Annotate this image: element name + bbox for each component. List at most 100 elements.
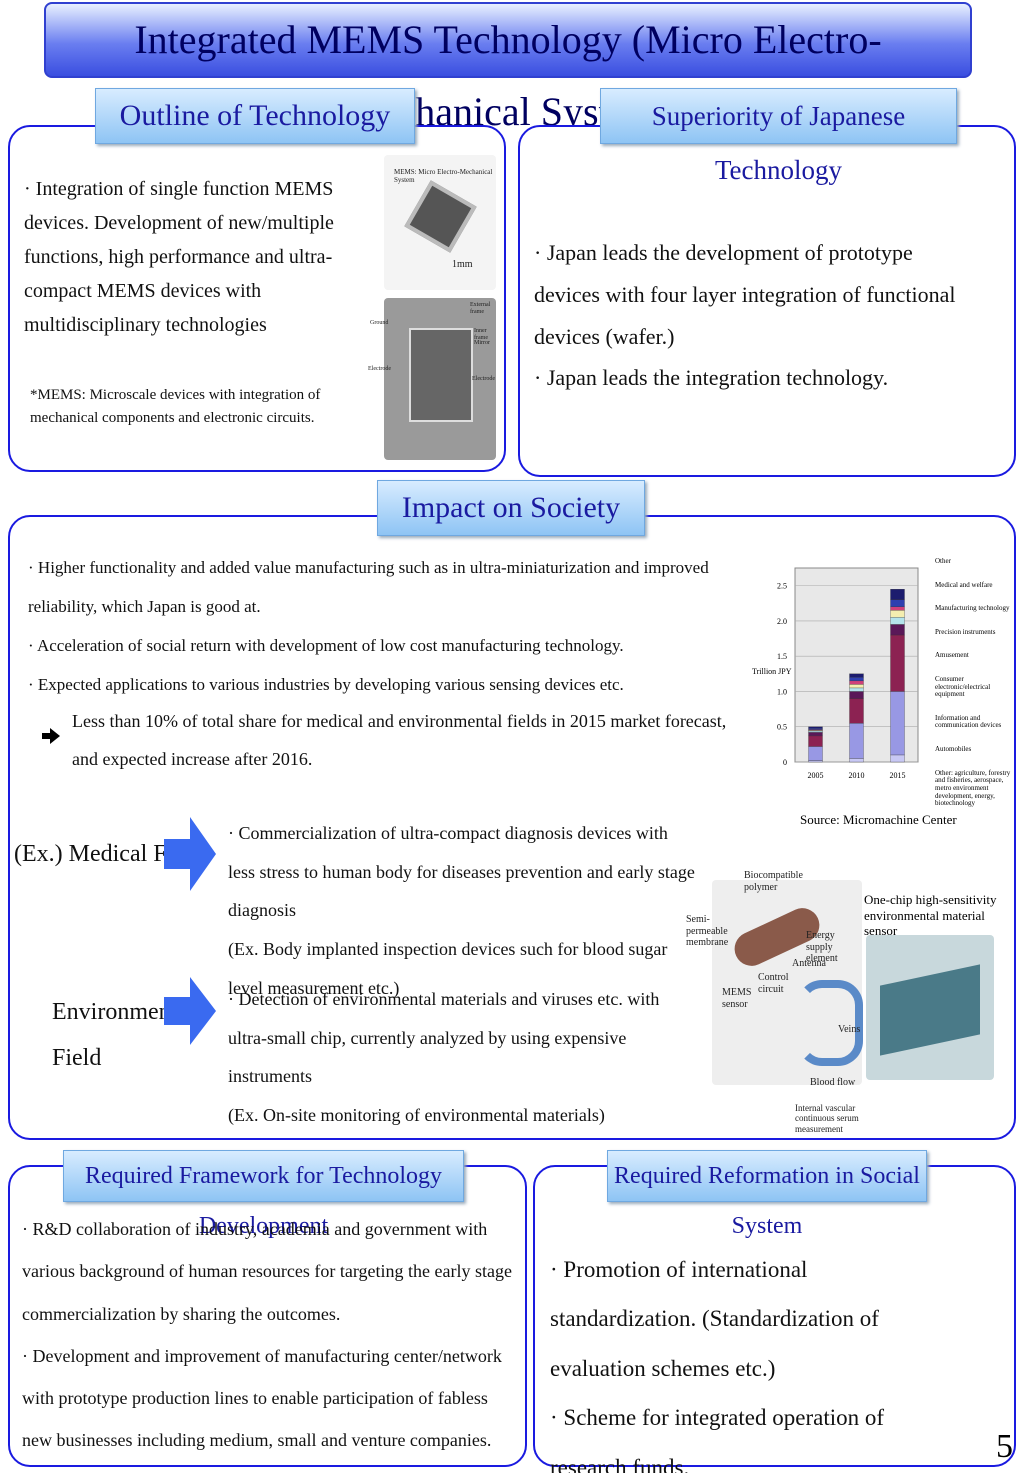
legend-entry: Amusement xyxy=(935,651,969,660)
bar-segment xyxy=(849,698,864,724)
bar-segment xyxy=(849,677,864,682)
bar-segment xyxy=(849,687,864,692)
x-tick-label: 2015 xyxy=(890,771,906,780)
bar-segment xyxy=(808,746,823,761)
bullet: · R&D collaboration of industry, academi… xyxy=(22,1219,512,1324)
page-number: 5 xyxy=(996,1428,1013,1465)
medical-figure xyxy=(712,880,863,1085)
chip-icon xyxy=(404,180,477,253)
framework-heading: Required Framework for Technology Develo… xyxy=(63,1150,464,1239)
bar-segment xyxy=(808,760,823,763)
figure-label: Electrode xyxy=(368,366,391,372)
reformation-bullets: · Promotion of international standardiza… xyxy=(550,1245,950,1473)
environmental-arrow xyxy=(164,977,216,1045)
figure-label: External frame xyxy=(470,302,491,315)
reformation-panel xyxy=(533,1165,1016,1467)
bar-segment xyxy=(890,589,905,600)
bar-segment xyxy=(849,723,864,759)
figure-label: Antenna xyxy=(792,958,826,969)
figure-label: Electrode xyxy=(472,376,495,382)
chip-figure: MEMS: Micro Electro-Mechanical System 1m… xyxy=(384,155,496,290)
bullet: · Development and improvement of manufac… xyxy=(22,1345,502,1451)
figure-label: Mirror xyxy=(474,340,490,346)
sensor-caption: One-chip high-sensitivity environmental … xyxy=(864,892,997,939)
y-tick-label: 1.0 xyxy=(777,687,787,696)
bar-segment xyxy=(849,758,864,763)
outline-heading: Outline of Technology xyxy=(95,88,415,144)
x-tick-label: 2010 xyxy=(849,771,865,780)
bullet: · Promotion of international standardiza… xyxy=(550,1257,879,1381)
framework-bullets: · R&D collaboration of industry, academi… xyxy=(22,1208,517,1462)
bullet: · Scheme for integrated operation of res… xyxy=(550,1405,885,1473)
bar-segment xyxy=(890,610,905,618)
figure-label: Control circuit xyxy=(758,972,789,995)
scale-label: 1mm xyxy=(452,259,473,270)
bar-segment xyxy=(808,727,823,730)
figure-label: Energy supply element xyxy=(806,930,838,964)
legend-entry: Information and communication devices xyxy=(935,713,1002,730)
bar-segment xyxy=(808,735,823,747)
bullet: · Expected applications to various indus… xyxy=(28,675,624,695)
figure-label: Blood flow xyxy=(810,1077,856,1088)
arrow-note: Less than 10% of total share for medical… xyxy=(72,711,727,769)
bullet: (Ex. Body implanted inspection devices s… xyxy=(228,939,668,998)
bullet: · Acceleration of social return with dev… xyxy=(28,636,624,656)
bar-segment xyxy=(849,691,864,699)
y-tick-label: 2.5 xyxy=(777,582,787,591)
bullet: · Japan leads the integration technology… xyxy=(534,365,889,391)
bar-segment xyxy=(849,680,864,685)
y-tick-label: 0.5 xyxy=(777,723,787,732)
bullet: · Detection of environmental materials a… xyxy=(228,989,660,1087)
legend: Other Medical and welfare Manufacturing te… xyxy=(935,557,1013,808)
figure-label: Inner frame xyxy=(474,328,488,341)
legend-entry: Automobiles xyxy=(935,745,972,753)
legend-entry: Other: agriculture, forestry and fisheri… xyxy=(935,768,1011,808)
bar-segment xyxy=(890,754,905,763)
bar-segment xyxy=(890,634,905,692)
y-axis-label: Trillion JPY xyxy=(752,667,792,676)
vein-icon xyxy=(797,980,863,1066)
y-tick-label: 1.5 xyxy=(777,652,787,661)
bullet: · Integration of single function MEMS de… xyxy=(24,178,334,336)
bullet: · Higher functionality and added value m… xyxy=(28,558,709,617)
x-tick-label: 2005 xyxy=(808,771,824,780)
y-tick-label: 0 xyxy=(783,758,787,767)
sensor-icon xyxy=(880,964,980,1056)
bullet: · Japan leads the development of prototy… xyxy=(534,240,956,349)
legend-entry: Precision instruments xyxy=(935,627,996,636)
legend-entry: Medical and welfare xyxy=(935,580,993,589)
sensor-figure xyxy=(866,935,994,1080)
environmental-label: Environmental Field xyxy=(52,999,195,1071)
figure-label: Ground xyxy=(370,320,389,326)
legend-entry: Manufacturing technology xyxy=(935,604,1010,613)
bar-segment xyxy=(808,726,823,729)
bar-segment xyxy=(808,732,823,737)
bar-segment xyxy=(808,730,823,733)
legend-entry: Consumer electronic/electrical equipment xyxy=(935,674,991,699)
bullet: · Commercialization of ultra-compact dia… xyxy=(228,823,695,921)
bar-segment xyxy=(890,599,905,607)
outline-bullets: · Integration of single function MEMS de… xyxy=(24,172,379,342)
framework-panel xyxy=(8,1165,527,1467)
figure-label: Semi-permeable membrane xyxy=(686,914,729,948)
chart-source: Source: Micromachine Center xyxy=(800,812,957,827)
bar-segment xyxy=(890,617,905,625)
bar-segment xyxy=(849,684,864,689)
mirror-icon xyxy=(409,328,473,422)
y-tick-label: 2.0 xyxy=(777,617,787,626)
impact-heading: Impact on Society xyxy=(377,480,645,536)
arrow-icon xyxy=(42,728,60,744)
figure-label: Veins xyxy=(838,1024,861,1035)
mirror-figure: External frame Ground Inner frame Mirror… xyxy=(368,298,496,460)
page-title: Integrated MEMS Technology (Micro Electr… xyxy=(44,2,972,134)
chip-caption: MEMS: Micro Electro-Mechanical System xyxy=(394,168,493,185)
reformation-heading: Required Reformation in Social System xyxy=(607,1150,927,1239)
bullet: (Ex. On-site monitoring of environmental… xyxy=(228,1105,605,1126)
chart-plot: Trillion JPY 0 0.5 1.0 1.5 2.0 2.5 2005 2010 2015 xyxy=(752,567,919,780)
bar-segment xyxy=(849,673,864,678)
figure-label: Internal vascular continuous serum measu… xyxy=(795,1103,859,1134)
medical-arrow xyxy=(164,817,216,891)
bar-segment xyxy=(890,606,905,611)
medical-lines: · Commercialization of ultra-compact dia… xyxy=(228,814,698,1007)
